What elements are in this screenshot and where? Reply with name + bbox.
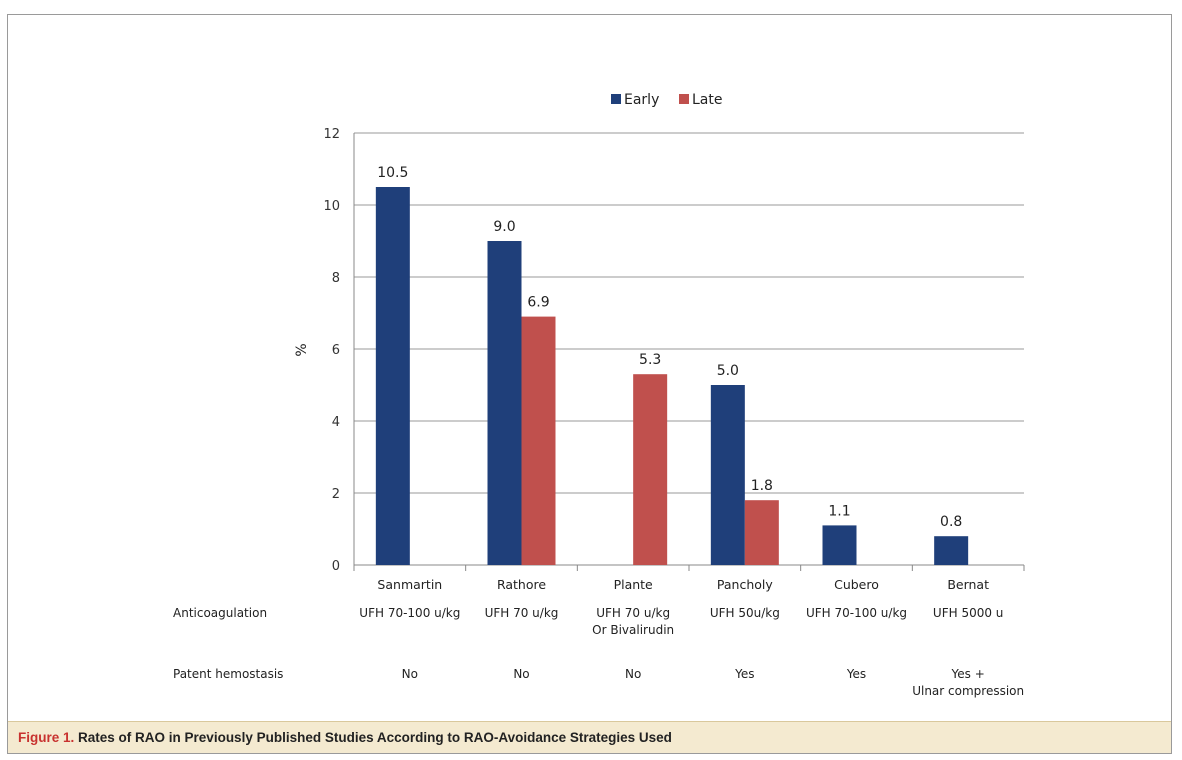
data-label: 5.3 bbox=[639, 352, 661, 368]
legend-swatch-late bbox=[679, 94, 689, 104]
y-tick-label: 12 bbox=[323, 127, 340, 142]
bar-early bbox=[934, 536, 969, 565]
y-tick-label: 4 bbox=[332, 415, 340, 430]
legend-label-late: Late bbox=[692, 92, 722, 108]
y-tick-label: 10 bbox=[323, 199, 340, 214]
y-tick-label: 0 bbox=[332, 559, 340, 574]
bar-late bbox=[744, 500, 779, 565]
x-tick-label: Cubero bbox=[834, 577, 879, 592]
y-axis-label: % bbox=[294, 343, 310, 356]
row-cell: Yes bbox=[846, 667, 866, 681]
data-label: 0.8 bbox=[940, 514, 962, 530]
row-cell: No bbox=[402, 667, 418, 681]
y-tick-label: 6 bbox=[332, 343, 340, 358]
x-tick-label: Rathore bbox=[497, 577, 546, 592]
data-label: 10.5 bbox=[377, 165, 408, 181]
row-label: Patent hemostasis bbox=[173, 667, 283, 681]
legend-swatch-early bbox=[611, 94, 621, 104]
row-cell: UFH 70-100 u/kg bbox=[359, 606, 460, 620]
x-tick-label: Pancholy bbox=[717, 577, 773, 592]
row-label: Anticoagulation bbox=[173, 606, 267, 620]
row-cell: UFH 70 u/kg bbox=[596, 606, 670, 620]
bar-early bbox=[487, 241, 522, 565]
caption-number: Figure 1. bbox=[18, 730, 75, 745]
caption-text: Rates of RAO in Previously Published Stu… bbox=[78, 730, 672, 745]
bar-early bbox=[822, 525, 857, 565]
bar-early bbox=[710, 385, 745, 565]
row-cell: Yes bbox=[734, 667, 754, 681]
bar-late bbox=[633, 374, 668, 565]
row-cell: UFH 5000 u bbox=[933, 606, 1003, 620]
x-tick-label: Sanmartin bbox=[377, 577, 442, 592]
data-label: 5.0 bbox=[717, 363, 739, 379]
figure-panel: 0 2 4 6 8 10 12% 10.5 Sanmartin 9.0 6.9 Rathore 5.3 P… bbox=[7, 14, 1172, 754]
bar-late bbox=[521, 316, 556, 565]
row-cell: UFH 50u/kg bbox=[710, 606, 780, 620]
row-cell: UFH 70-100 u/kg bbox=[806, 606, 907, 620]
bar-early bbox=[375, 187, 410, 565]
row-cell: UFH 70 u/kg bbox=[485, 606, 559, 620]
row-cell: Yes + bbox=[951, 667, 985, 681]
data-label: 1.1 bbox=[828, 503, 850, 519]
data-label: 6.9 bbox=[527, 295, 549, 311]
data-label: 1.8 bbox=[751, 478, 773, 494]
row-cell: No bbox=[513, 667, 529, 681]
bar-chart: 0 2 4 6 8 10 12% 10.5 Sanmartin 9.0 6.9 Rathore 5.3 P… bbox=[173, 92, 1025, 698]
row-cell: Ulnar compression bbox=[912, 684, 1024, 698]
x-tick-label: Plante bbox=[614, 577, 653, 592]
x-tick-label: Bernat bbox=[947, 577, 989, 592]
y-tick-label: 8 bbox=[332, 271, 340, 286]
data-label: 9.0 bbox=[493, 219, 515, 235]
row-cell: Or Bivalirudin bbox=[592, 623, 674, 637]
row-cell: No bbox=[625, 667, 641, 681]
y-tick-label: 2 bbox=[332, 487, 340, 502]
figure-caption: Figure 1. Rates of RAO in Previously Pub… bbox=[8, 721, 1171, 753]
legend-label-early: Early bbox=[624, 92, 659, 108]
